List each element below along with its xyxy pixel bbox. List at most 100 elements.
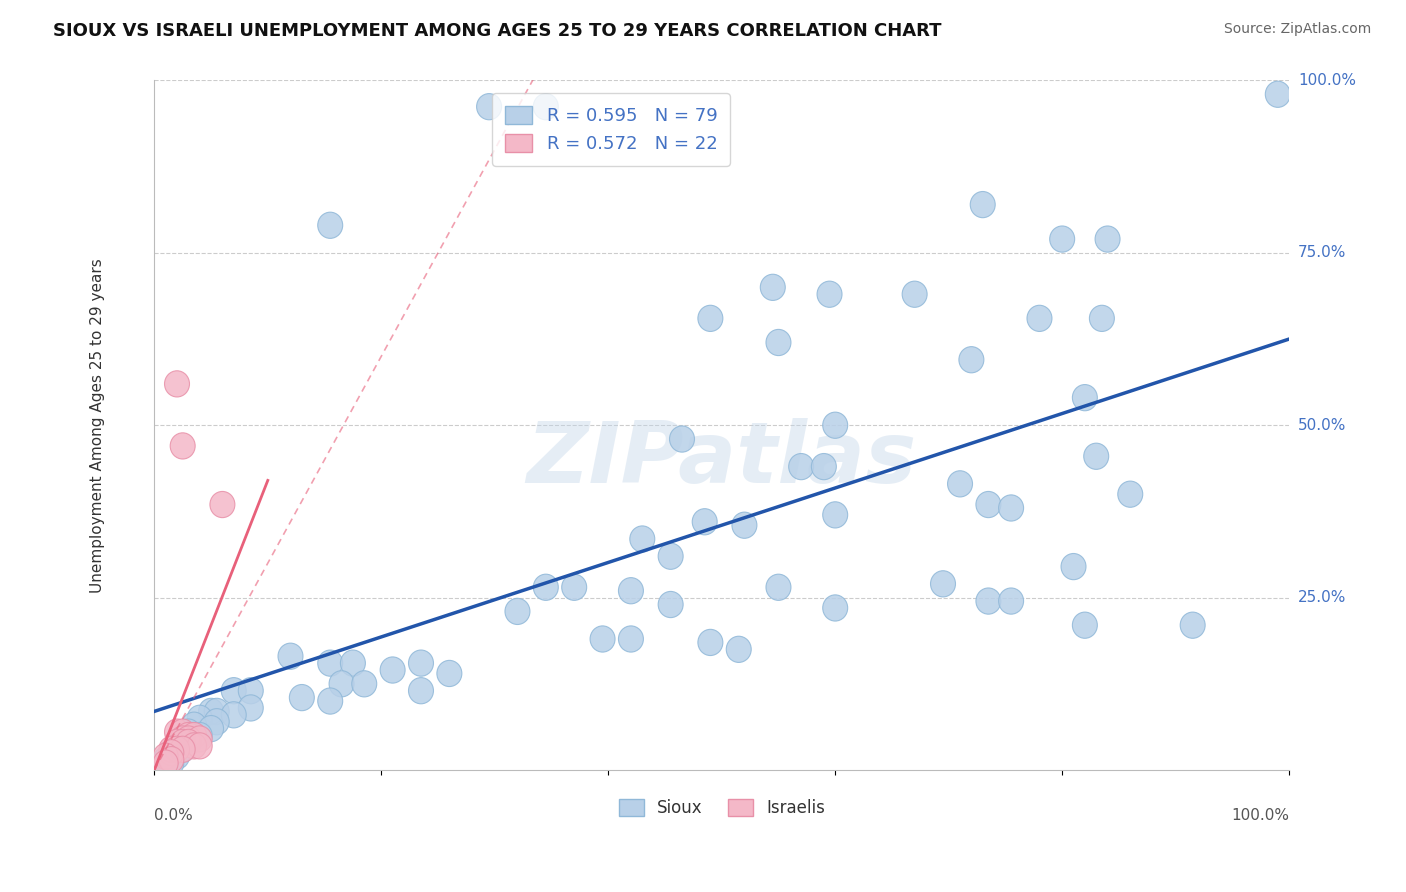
Ellipse shape: [238, 678, 263, 704]
Ellipse shape: [170, 719, 195, 745]
Ellipse shape: [823, 412, 848, 438]
Ellipse shape: [948, 471, 973, 497]
Ellipse shape: [380, 657, 405, 683]
Ellipse shape: [187, 732, 212, 759]
Ellipse shape: [198, 715, 224, 742]
Ellipse shape: [1265, 81, 1291, 107]
Text: 50.0%: 50.0%: [1298, 417, 1347, 433]
Ellipse shape: [789, 453, 814, 480]
Ellipse shape: [153, 747, 179, 772]
Ellipse shape: [318, 212, 343, 238]
Ellipse shape: [290, 684, 315, 711]
Ellipse shape: [340, 650, 366, 676]
Ellipse shape: [176, 723, 201, 748]
Ellipse shape: [176, 730, 201, 756]
Ellipse shape: [148, 754, 173, 780]
Ellipse shape: [1073, 612, 1097, 639]
Ellipse shape: [159, 739, 184, 766]
Ellipse shape: [533, 94, 558, 120]
Ellipse shape: [187, 706, 212, 731]
Ellipse shape: [998, 495, 1024, 521]
Ellipse shape: [1026, 305, 1052, 332]
Ellipse shape: [562, 574, 586, 600]
Ellipse shape: [409, 678, 433, 704]
Text: 100.0%: 100.0%: [1298, 73, 1357, 88]
Ellipse shape: [477, 94, 502, 120]
Ellipse shape: [1118, 481, 1143, 508]
Ellipse shape: [998, 588, 1024, 615]
Ellipse shape: [766, 574, 792, 600]
Ellipse shape: [170, 726, 195, 752]
Ellipse shape: [959, 347, 984, 373]
Ellipse shape: [903, 281, 927, 308]
Ellipse shape: [505, 599, 530, 624]
Ellipse shape: [976, 588, 1001, 615]
Ellipse shape: [619, 626, 644, 652]
Ellipse shape: [165, 371, 190, 397]
Ellipse shape: [165, 730, 190, 756]
Ellipse shape: [692, 508, 717, 535]
Ellipse shape: [170, 736, 195, 763]
Ellipse shape: [766, 329, 792, 356]
Ellipse shape: [204, 698, 229, 724]
Ellipse shape: [278, 643, 302, 669]
Text: ZIPatlas: ZIPatlas: [527, 418, 917, 501]
Ellipse shape: [437, 660, 461, 687]
Ellipse shape: [970, 192, 995, 218]
Ellipse shape: [823, 502, 848, 528]
Ellipse shape: [198, 698, 224, 724]
Ellipse shape: [221, 702, 246, 728]
Ellipse shape: [823, 595, 848, 621]
Ellipse shape: [181, 712, 207, 739]
Ellipse shape: [976, 491, 1001, 517]
Text: 75.0%: 75.0%: [1298, 245, 1347, 260]
Ellipse shape: [159, 750, 184, 776]
Ellipse shape: [170, 433, 195, 459]
Ellipse shape: [761, 274, 786, 301]
Ellipse shape: [533, 574, 558, 600]
Ellipse shape: [1073, 384, 1097, 410]
Ellipse shape: [170, 726, 195, 752]
Ellipse shape: [630, 526, 655, 552]
Ellipse shape: [591, 626, 614, 652]
Ellipse shape: [187, 723, 212, 748]
Ellipse shape: [352, 671, 377, 697]
Ellipse shape: [817, 281, 842, 308]
Ellipse shape: [733, 512, 756, 538]
Ellipse shape: [165, 732, 190, 759]
Ellipse shape: [170, 730, 195, 756]
Ellipse shape: [329, 671, 354, 697]
Ellipse shape: [669, 425, 695, 452]
Ellipse shape: [658, 591, 683, 617]
Ellipse shape: [697, 305, 723, 332]
Ellipse shape: [318, 650, 343, 676]
Ellipse shape: [165, 736, 190, 763]
Ellipse shape: [221, 678, 246, 704]
Ellipse shape: [176, 726, 201, 752]
Ellipse shape: [727, 636, 751, 663]
Ellipse shape: [1062, 554, 1085, 580]
Ellipse shape: [1180, 612, 1205, 639]
Ellipse shape: [187, 726, 212, 752]
Ellipse shape: [176, 719, 201, 745]
Text: SIOUX VS ISRAELI UNEMPLOYMENT AMONG AGES 25 TO 29 YEARS CORRELATION CHART: SIOUX VS ISRAELI UNEMPLOYMENT AMONG AGES…: [53, 22, 942, 40]
Ellipse shape: [181, 732, 207, 759]
Ellipse shape: [159, 739, 184, 766]
Ellipse shape: [1090, 305, 1115, 332]
Ellipse shape: [697, 630, 723, 656]
Ellipse shape: [318, 688, 343, 714]
Legend: Sioux, Israelis: Sioux, Israelis: [612, 792, 831, 823]
Ellipse shape: [409, 650, 433, 676]
Text: Source: ZipAtlas.com: Source: ZipAtlas.com: [1223, 22, 1371, 37]
Ellipse shape: [204, 708, 229, 735]
Ellipse shape: [153, 750, 179, 776]
Ellipse shape: [153, 743, 179, 769]
Ellipse shape: [159, 736, 184, 763]
Ellipse shape: [170, 736, 195, 763]
Ellipse shape: [1095, 226, 1121, 252]
Ellipse shape: [176, 730, 201, 756]
Ellipse shape: [165, 719, 190, 745]
Ellipse shape: [619, 578, 644, 604]
Ellipse shape: [658, 543, 683, 569]
Ellipse shape: [1084, 443, 1109, 469]
